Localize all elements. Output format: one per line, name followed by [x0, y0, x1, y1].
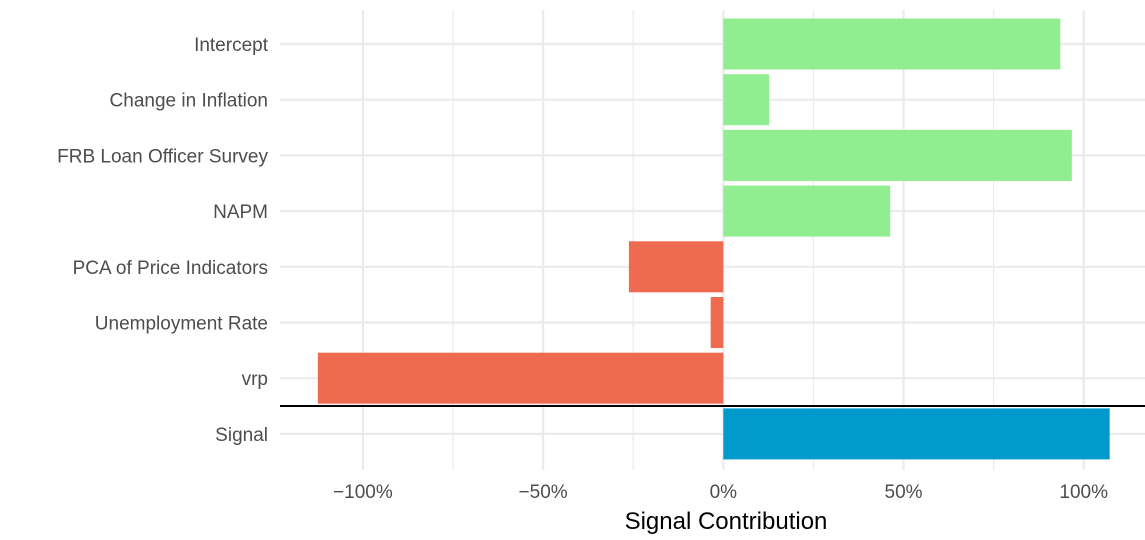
y-tick-label: NAPM [213, 202, 268, 223]
x-tick-label: −50% [519, 482, 568, 503]
bar-napm [723, 185, 891, 237]
y-tick-label: Change in Inflation [110, 91, 268, 112]
x-tick-label: 50% [885, 482, 923, 503]
x-tick-label: 100% [1059, 482, 1108, 503]
y-tick-label: Intercept [194, 35, 269, 56]
bar-signal [723, 408, 1110, 460]
x-tick-label: 0% [710, 482, 738, 503]
bar-intercept [723, 18, 1061, 70]
bars-layer [317, 18, 1110, 460]
bar-unemployment-rate [710, 297, 724, 348]
bar-vrp [317, 352, 724, 404]
y-tick-label: PCA of Price Indicators [73, 258, 268, 279]
y-axis-labels: Intercept Change in Inflation FRB Loan Off… [57, 35, 269, 446]
bar-change-in-inflation [723, 74, 770, 126]
y-tick-label: FRB Loan Officer Survey [57, 146, 268, 167]
x-tick-label: −100% [333, 482, 393, 503]
y-tick-label: vrp [242, 369, 268, 390]
x-axis-labels: −100% −50% 0% 50% 100% [333, 482, 1108, 503]
y-tick-label: Signal [215, 425, 268, 446]
y-tick-label: Unemployment Rate [95, 314, 268, 335]
bar-pca-of-price-indicators [628, 241, 724, 293]
x-axis-title: Signal Contribution [625, 508, 828, 535]
bar-frb-loan-officer-survey [723, 129, 1072, 181]
